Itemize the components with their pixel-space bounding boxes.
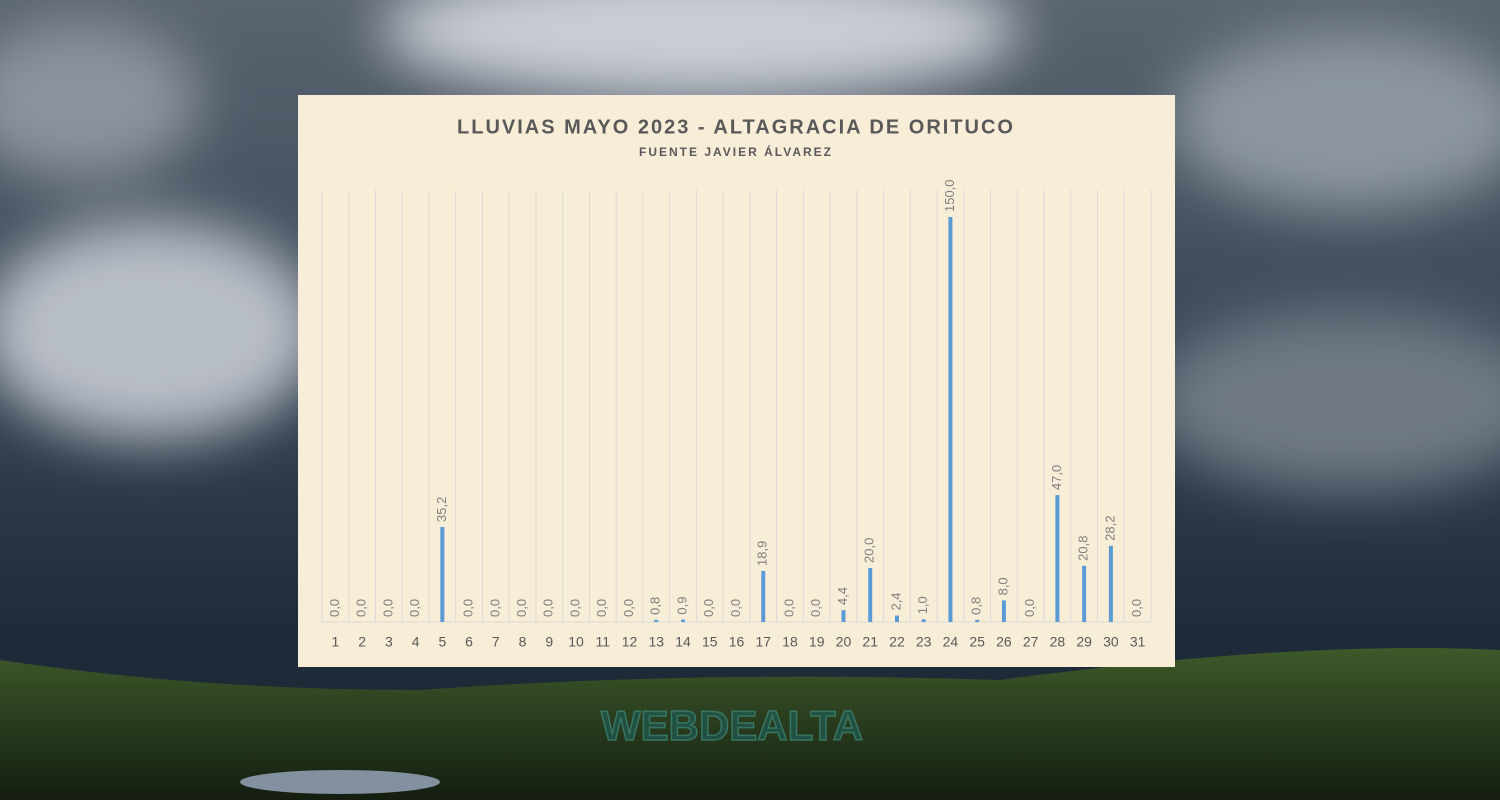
x-tick-label: 25 [969, 634, 985, 650]
x-tick-label: 4 [412, 634, 420, 650]
value-label: 20,8 [1076, 536, 1091, 561]
value-label: 0,0 [487, 599, 502, 617]
value-label: 0,0 [701, 599, 716, 617]
x-tick-label: 10 [568, 634, 584, 650]
chart-panel [298, 95, 1175, 667]
x-tick-label: 20 [836, 634, 852, 650]
x-tick-label: 8 [519, 634, 527, 650]
chart-title: LLUVIAS MAYO 2023 - ALTAGRACIA DE ORITUC… [457, 116, 1015, 138]
value-label: 2,4 [888, 592, 903, 610]
x-tick-label: 21 [862, 634, 878, 650]
bar [1108, 545, 1113, 622]
value-label: 0,0 [407, 599, 422, 617]
value-label: 35,2 [434, 497, 449, 522]
clouds [0, 0, 1500, 490]
bar [975, 619, 980, 622]
chart-subtitle: FUENTE JAVIER ÁLVAREZ [639, 144, 833, 159]
value-label: 0,0 [808, 599, 823, 617]
value-label: 0,8 [969, 597, 984, 615]
x-tick-label: 29 [1076, 634, 1092, 650]
bar [894, 615, 899, 622]
x-tick-label: 13 [648, 634, 664, 650]
x-tick-label: 17 [755, 634, 771, 650]
bar [868, 568, 873, 622]
x-tick-label: 27 [1023, 634, 1039, 650]
lake [240, 770, 440, 794]
x-tick-label: 11 [596, 634, 611, 650]
bar [1001, 600, 1006, 622]
bar [841, 610, 846, 622]
x-tick-label: 2 [358, 634, 366, 650]
value-label: 0,9 [674, 596, 689, 614]
watermark: WEBDEALTA [601, 702, 863, 749]
x-tick-label: 30 [1103, 634, 1119, 650]
value-label: 0,0 [781, 599, 796, 617]
bar [761, 570, 766, 622]
value-label: 0,0 [327, 599, 342, 617]
x-tick-label: 16 [729, 634, 745, 650]
value-label: 18,9 [755, 541, 770, 566]
value-label: 0,0 [621, 599, 636, 617]
bar [1055, 495, 1060, 622]
bar [681, 619, 686, 622]
value-label: 0,0 [541, 599, 556, 617]
x-tick-label: 22 [889, 634, 905, 650]
x-tick-label: 15 [702, 634, 718, 650]
value-label: 0,0 [728, 599, 743, 617]
x-tick-label: 18 [782, 634, 798, 650]
value-label: 0,0 [1022, 599, 1037, 617]
value-label: 0,0 [380, 599, 395, 617]
value-label: 0,8 [648, 597, 663, 615]
value-label: 0,0 [594, 599, 609, 617]
x-tick-label: 28 [1050, 634, 1066, 650]
x-tick-label: 26 [996, 634, 1012, 650]
value-label: 150,0 [942, 179, 957, 212]
x-tick-label: 7 [492, 634, 500, 650]
x-tick-label: 23 [916, 634, 932, 650]
x-tick-label: 6 [465, 634, 473, 650]
x-tick-label: 1 [331, 634, 339, 650]
x-tick-label: 12 [622, 634, 638, 650]
x-tick-label: 14 [675, 634, 691, 650]
value-label: 0,0 [567, 599, 582, 617]
value-label: 8,0 [995, 577, 1010, 595]
x-tick-label: 24 [943, 634, 959, 650]
bar [948, 217, 953, 622]
x-tick-label: 31 [1130, 634, 1146, 650]
x-tick-label: 19 [809, 634, 825, 650]
value-label: 0,0 [354, 599, 369, 617]
bar [654, 619, 659, 622]
bar [921, 619, 926, 622]
value-label: 47,0 [1049, 465, 1064, 490]
value-label: 0,0 [461, 599, 476, 617]
value-label: 0,0 [1129, 599, 1144, 617]
value-label: 28,2 [1102, 516, 1117, 541]
value-label: 0,0 [514, 599, 529, 617]
value-label: 20,0 [862, 538, 877, 563]
x-tick-label: 5 [438, 634, 446, 650]
x-tick-label: 9 [545, 634, 553, 650]
bar [1082, 565, 1087, 622]
value-label: 1,0 [915, 596, 930, 614]
bar [440, 526, 445, 622]
value-label: 4,4 [835, 587, 850, 605]
hills [0, 648, 1500, 800]
x-tick-label: 3 [385, 634, 393, 650]
